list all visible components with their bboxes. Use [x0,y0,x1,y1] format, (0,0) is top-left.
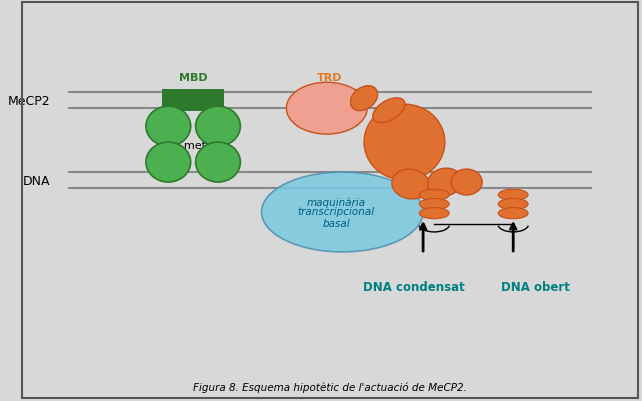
Ellipse shape [451,170,482,196]
Ellipse shape [146,143,191,182]
Ellipse shape [373,99,405,123]
Text: maquinària: maquinària [306,197,366,208]
Text: Figura 8. Esquema hipotètic de l'actuació de MeCP2.: Figura 8. Esquema hipotètic de l'actuaci… [193,381,467,392]
Ellipse shape [196,107,240,147]
Ellipse shape [196,143,240,182]
Text: HDAC: HDAC [385,136,424,149]
Text: DNA obert: DNA obert [501,280,569,293]
Text: MBD: MBD [179,73,207,83]
Ellipse shape [261,172,423,252]
Ellipse shape [419,199,449,210]
Ellipse shape [146,107,191,147]
Ellipse shape [419,208,449,219]
Text: DNA condensat: DNA condensat [363,280,465,293]
Text: TRD: TRD [317,73,343,83]
Ellipse shape [364,105,445,180]
Text: DNA: DNA [22,174,50,187]
Ellipse shape [498,199,528,210]
Text: CpG metilats: CpG metilats [157,141,229,150]
Ellipse shape [351,87,377,111]
Ellipse shape [428,169,462,196]
FancyBboxPatch shape [302,90,358,112]
Ellipse shape [498,208,528,219]
Text: basal: basal [322,219,350,229]
Text: transcripcional: transcripcional [297,207,375,217]
FancyBboxPatch shape [162,90,224,112]
Text: MeCP2: MeCP2 [8,95,50,107]
Text: msin3A: msin3A [309,104,345,114]
Ellipse shape [286,83,367,135]
Ellipse shape [392,170,429,199]
Ellipse shape [498,190,528,201]
Ellipse shape [419,190,449,201]
